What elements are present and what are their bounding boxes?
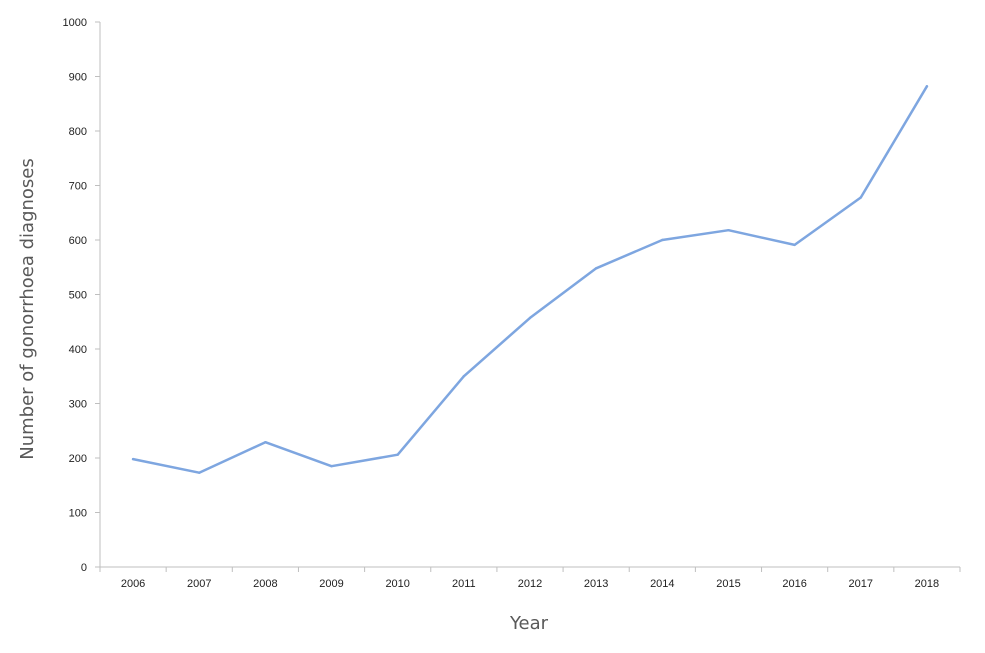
series-line xyxy=(131,85,929,474)
x-tick-label: 2016 xyxy=(782,578,806,590)
y-tick-label: 200 xyxy=(69,453,87,465)
x-tick-label: 2012 xyxy=(518,578,542,590)
x-tick-label: 2011 xyxy=(452,578,476,590)
data-point xyxy=(727,228,730,232)
x-tick-label: 2007 xyxy=(187,578,211,590)
data-point xyxy=(131,457,135,461)
y-tick-label: 300 xyxy=(69,399,87,411)
y-tick-label: 500 xyxy=(69,290,87,302)
x-axis-ticks: 2006 2007 2008 2009 2010 2011 2012 2013 2014 2015… xyxy=(99,567,961,590)
data-point xyxy=(661,238,664,242)
y-tick-label: 600 xyxy=(69,235,87,247)
series-layer xyxy=(131,85,929,474)
data-point xyxy=(528,316,532,320)
y-tick-label: 900 xyxy=(69,72,87,84)
x-tick-label: 2015 xyxy=(716,578,740,590)
x-tick-label: 2014 xyxy=(650,578,674,590)
data-point xyxy=(793,243,796,247)
y-tick-label: 1000 xyxy=(63,17,87,29)
y-tick-label: 0 xyxy=(81,562,87,574)
data-point xyxy=(925,85,929,88)
x-tick-label: 2013 xyxy=(584,578,608,590)
data-point xyxy=(859,196,862,199)
axes xyxy=(99,22,960,568)
x-tick-label: 2009 xyxy=(319,578,343,590)
data-point xyxy=(264,440,267,444)
y-tick-label: 700 xyxy=(69,181,87,193)
y-axis-ticks: 0 100 200 300 400 500 600 700 800 900 1000 xyxy=(63,17,100,574)
y-tick-label: 400 xyxy=(69,344,87,356)
x-tick-label: 2006 xyxy=(121,578,145,590)
data-point xyxy=(396,453,399,456)
y-axis-title: Number of gonorrhoea diagnoses xyxy=(17,158,38,460)
x-tick-label: 2008 xyxy=(253,578,277,590)
data-point xyxy=(594,267,598,270)
x-tick-label: 2018 xyxy=(915,578,939,590)
data-point xyxy=(330,464,333,468)
y-tick-label: 800 xyxy=(69,126,87,138)
y-tick-label: 100 xyxy=(69,508,87,520)
data-point xyxy=(462,375,466,378)
data-point xyxy=(198,471,201,474)
x-tick-label: 2017 xyxy=(849,578,873,590)
x-axis-title: Year xyxy=(509,613,549,634)
x-tick-label: 2010 xyxy=(385,578,409,590)
